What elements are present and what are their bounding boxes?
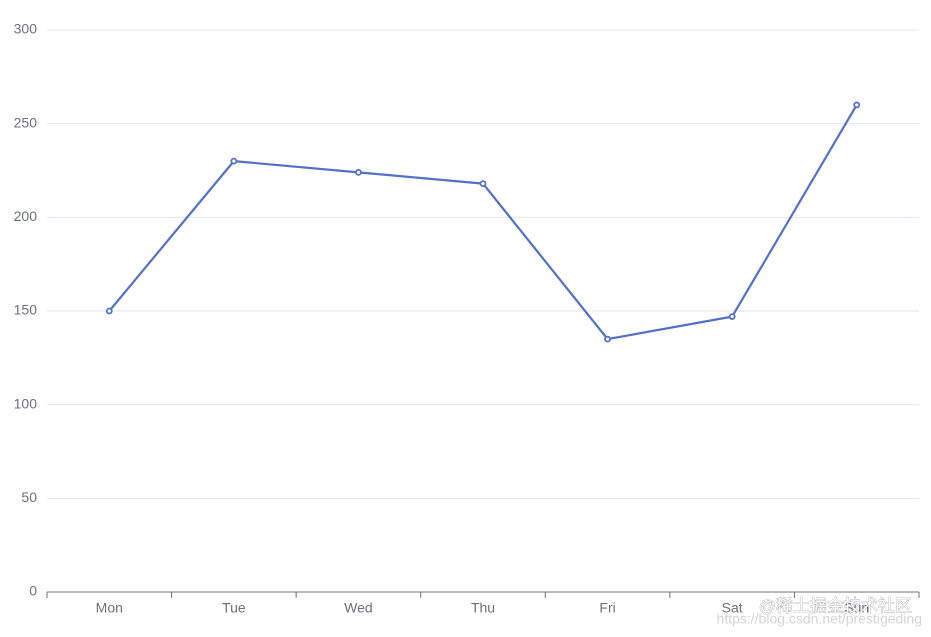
point xyxy=(355,168,362,176)
y-tick-label: 0 xyxy=(29,583,37,599)
x-tick-label: Wed xyxy=(344,600,373,616)
watermark: @稀土掘金技术社区 xyxy=(759,596,912,615)
x-tick-label: Tue xyxy=(222,600,246,616)
point xyxy=(728,313,736,321)
y-tick-label: 100 xyxy=(14,395,38,411)
point xyxy=(853,101,861,109)
point xyxy=(479,180,487,188)
line xyxy=(108,104,858,341)
x-tick-label: Sat xyxy=(722,600,743,616)
x-tick-label: Thu xyxy=(471,600,495,616)
y-tick-label: 150 xyxy=(14,302,38,318)
point xyxy=(604,335,611,343)
y-tick-label: 200 xyxy=(14,208,38,224)
y-tick-label: 250 xyxy=(14,114,38,130)
x-tick-label: Sun xyxy=(844,600,869,616)
watermark-url: https://blog.csdn.net/prestigeding xyxy=(717,611,922,627)
point xyxy=(105,307,113,315)
y-tick-label: 300 xyxy=(14,21,38,37)
x-tick-label: Fri xyxy=(599,600,615,616)
x-tick-label: Mon xyxy=(96,600,123,616)
point xyxy=(230,157,238,165)
y-tick-label: 50 xyxy=(21,489,37,505)
